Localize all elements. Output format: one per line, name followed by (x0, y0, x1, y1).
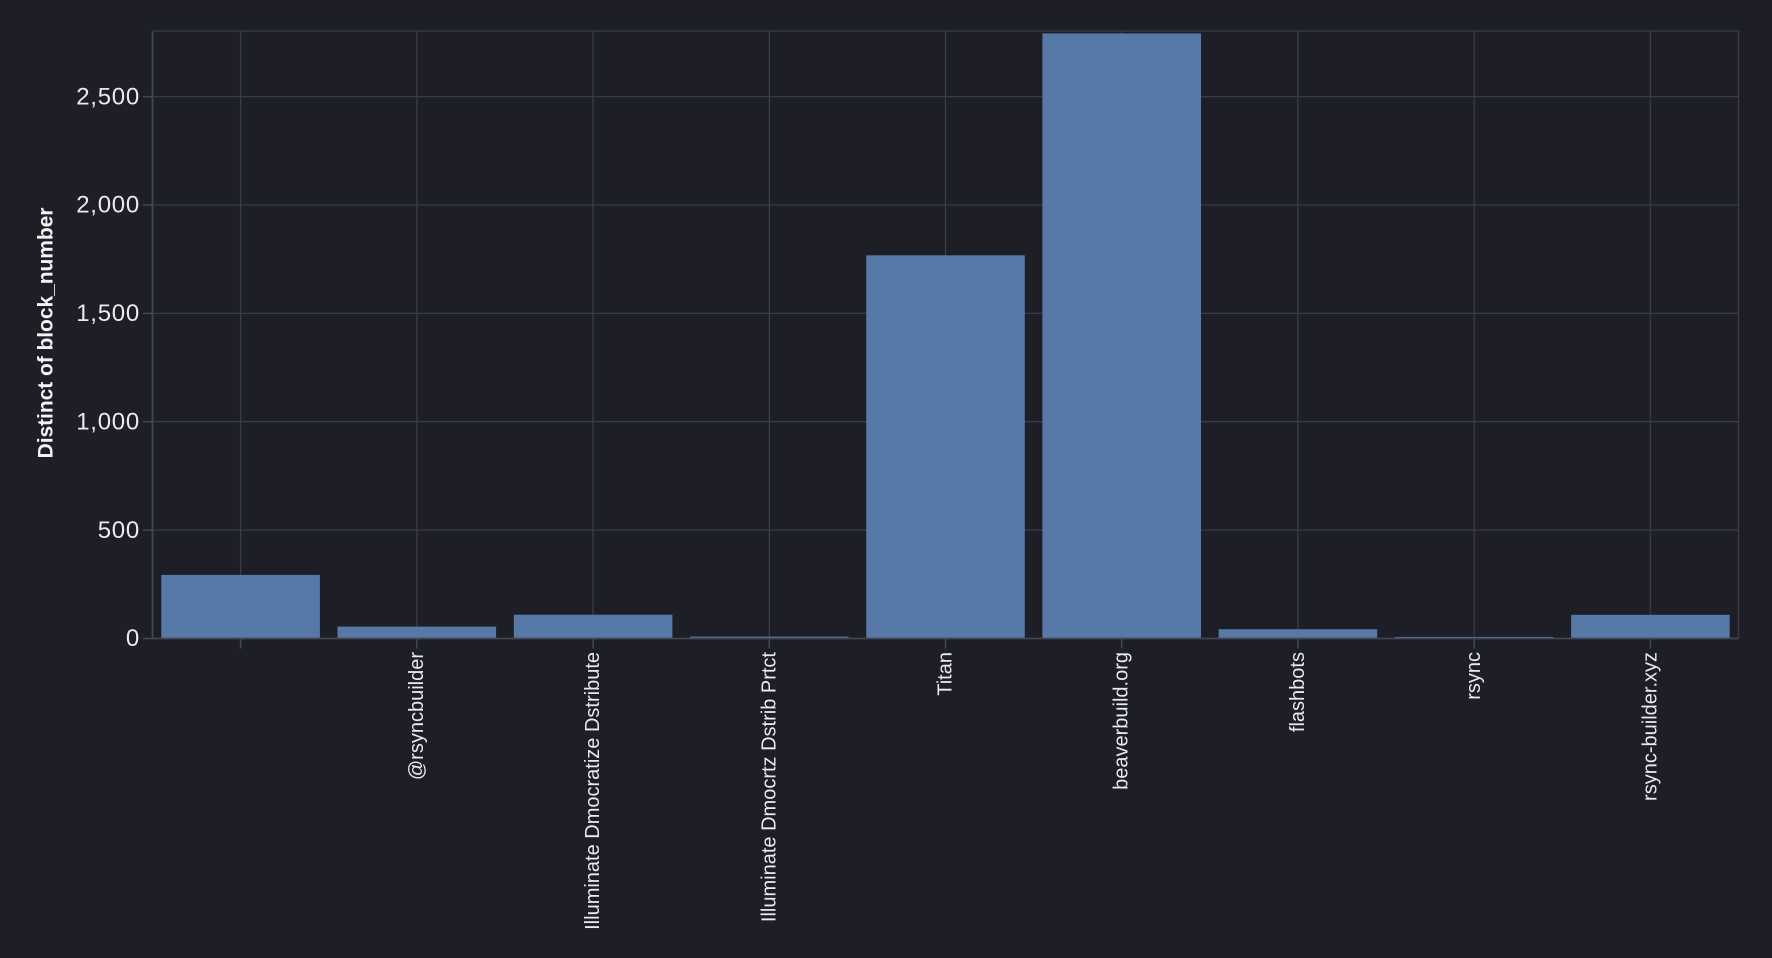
svg-text:1,000: 1,000 (76, 409, 140, 436)
svg-text:flashbots: flashbots (1287, 652, 1309, 732)
svg-text:500: 500 (98, 517, 140, 544)
svg-text:Titan: Titan (935, 652, 957, 696)
svg-text:rsync-builder.xyz: rsync-builder.xyz (1639, 652, 1661, 801)
svg-text:1,500: 1,500 (76, 300, 140, 327)
svg-text:Illuminate Dmocrtz Dstrib Prtc: Illuminate Dmocrtz Dstrib Prtct (758, 652, 780, 922)
svg-text:beaverbuild.org: beaverbuild.org (1111, 652, 1133, 790)
svg-text:@rsyncbuilder: @rsyncbuilder (406, 652, 428, 780)
svg-text:0: 0 (126, 625, 140, 652)
svg-text:2,000: 2,000 (76, 192, 140, 219)
svg-text:2,500: 2,500 (76, 83, 140, 110)
svg-text:rsync: rsync (1463, 652, 1485, 700)
svg-text:Distinct of block_number: Distinct of block_number (35, 208, 58, 459)
svg-text:Illuminate Dmocratize Dstribut: Illuminate Dmocratize Dstribute (582, 652, 604, 930)
